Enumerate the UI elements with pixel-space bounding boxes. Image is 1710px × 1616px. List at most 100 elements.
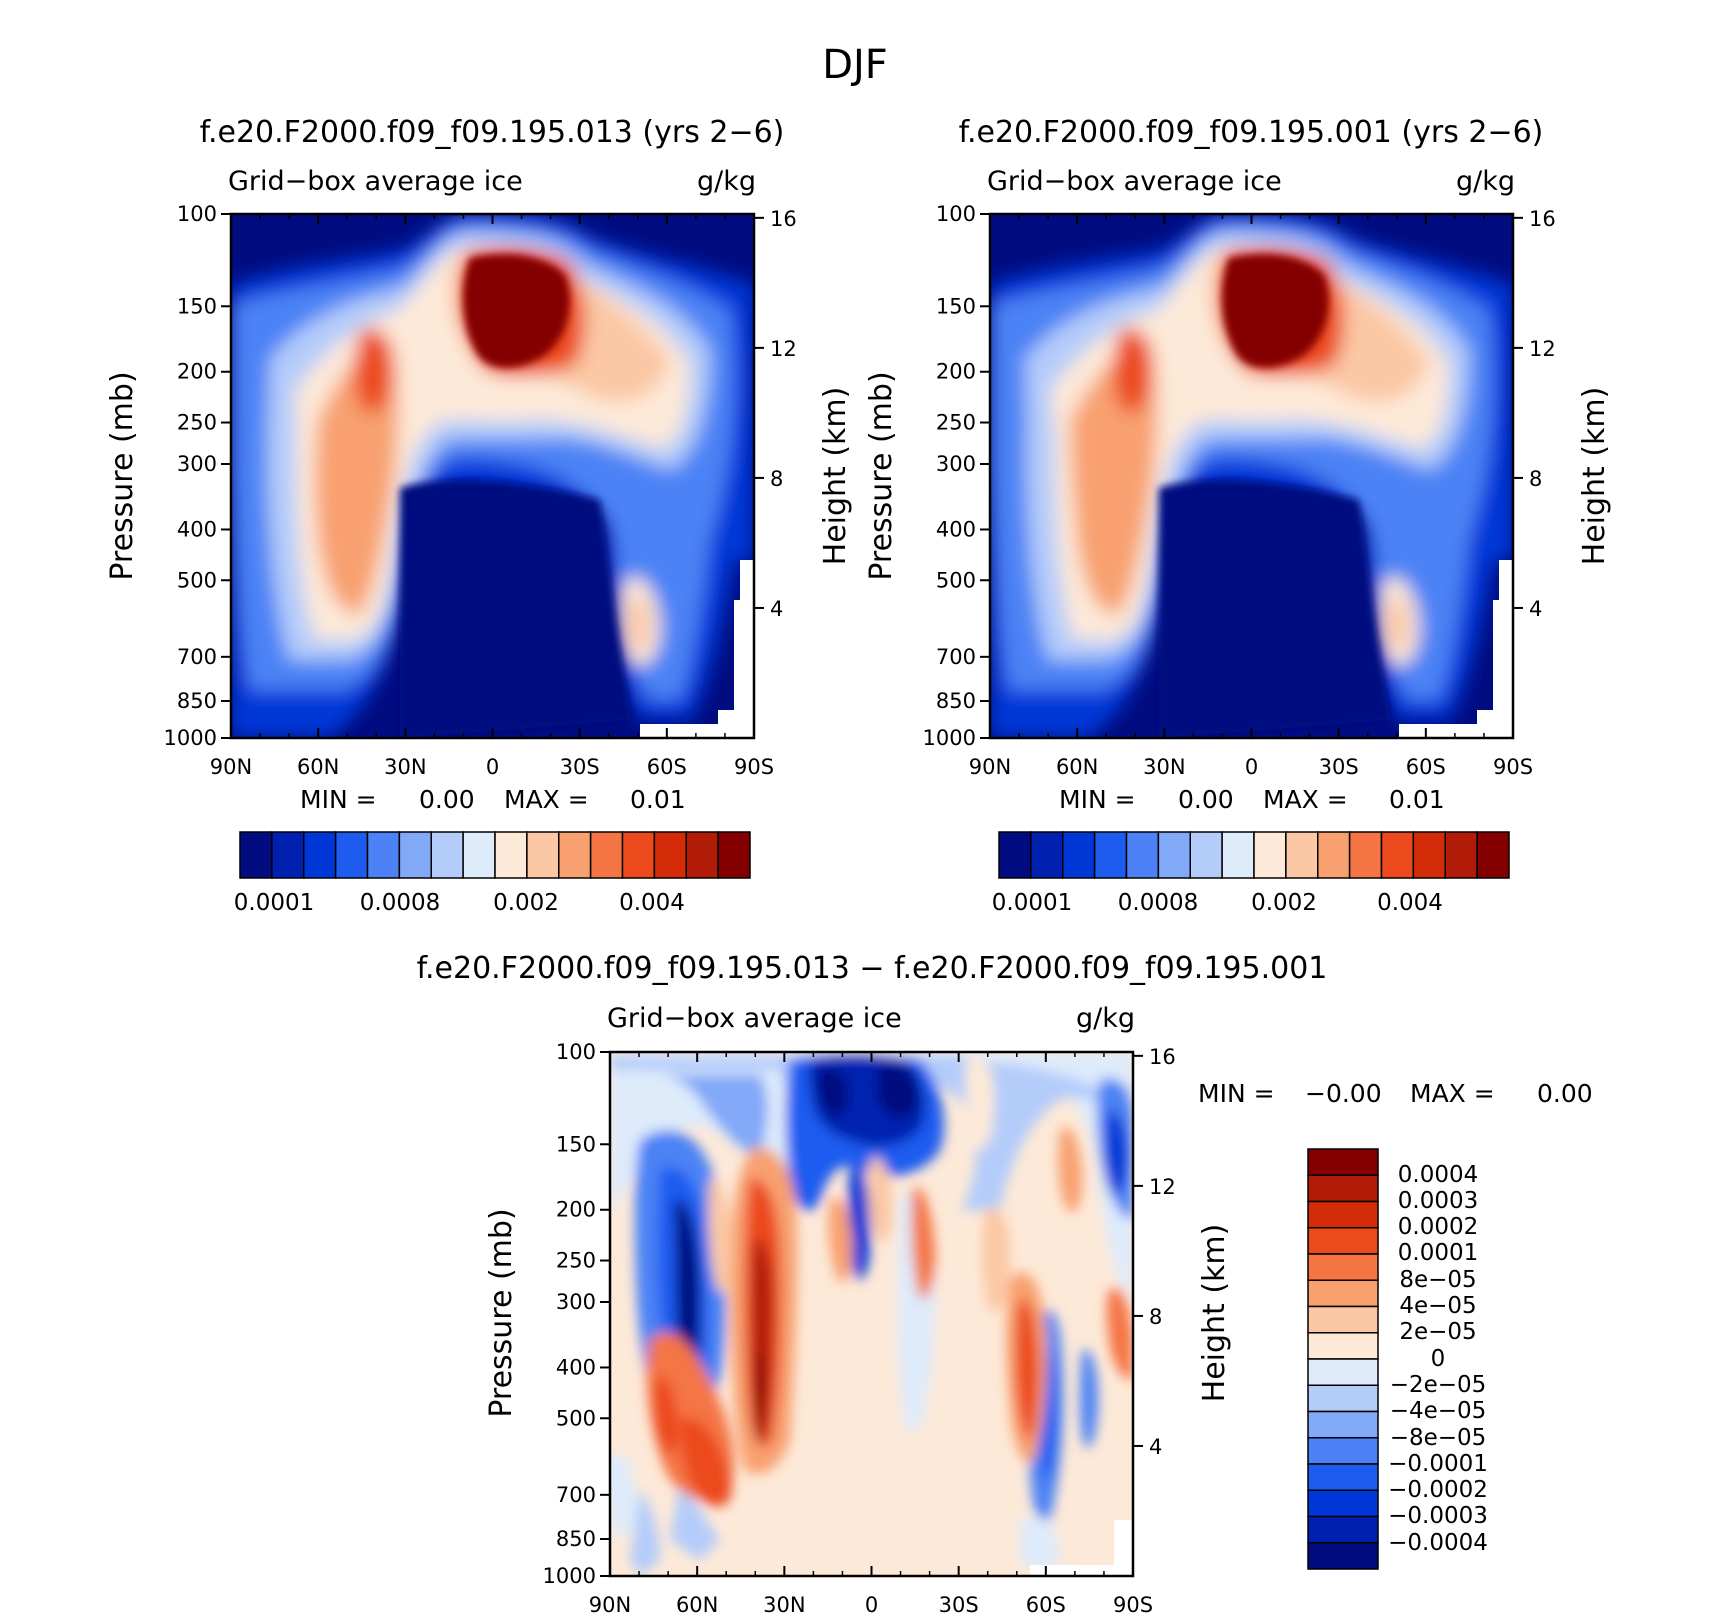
colorbar-tick-label: 0.0001 <box>992 890 1072 916</box>
colorbar-tick-label: 0.004 <box>619 890 685 916</box>
colorbar-tick-label: 0.004 <box>1377 890 1443 916</box>
y-tick-label: 700 <box>556 1483 596 1507</box>
colorbar-box <box>1380 831 1415 879</box>
colorbar-tick-label: 0.002 <box>1251 890 1317 916</box>
y-tick-label: 100 <box>556 1040 596 1064</box>
min-label: MIN = <box>300 785 377 814</box>
max-value: 0.01 <box>630 785 686 814</box>
x-tick-label: 60S <box>1406 755 1446 779</box>
colorbar-box <box>621 831 656 879</box>
colorbar-box <box>430 831 464 879</box>
colorbar <box>239 831 751 879</box>
y2-tick-label: 12 <box>1149 1175 1176 1199</box>
colorbar-box <box>303 831 337 879</box>
y-tick-label: 200 <box>936 360 976 384</box>
min-value: 0.00 <box>1178 785 1234 814</box>
colorbar-box <box>462 831 496 879</box>
panel-title: f.e20.F2000.f09_f09.195.001 (yrs 2−6) <box>959 115 1544 150</box>
max-label: MAX = <box>1410 1079 1495 1108</box>
y-axis-label: Pressure (mb) <box>105 371 140 580</box>
y2-tick-label: 8 <box>1149 1305 1162 1329</box>
colorbar-tick-label: 0.0004 <box>1398 1162 1478 1188</box>
x-tick-label: 0 <box>865 1593 878 1616</box>
colorbar-tick-label: −0.0002 <box>1388 1477 1488 1503</box>
colorbar-box <box>1125 831 1160 879</box>
x-tick-label: 90N <box>589 1593 631 1616</box>
y2-tick-label: 12 <box>770 337 797 361</box>
y-tick-label: 700 <box>177 645 217 669</box>
x-tick-label: 60N <box>676 1593 718 1616</box>
minmax-readout: MIN = 0.00 MAX = 0.01 <box>1059 785 1445 814</box>
axes: 90N 60N 30N 0 30S 60S 90S 100 150 200 250 300 400 500… <box>923 202 1556 779</box>
colorbar-labels: 0.0001 0.0008 0.002 0.004 <box>992 890 1443 916</box>
colorbar-box <box>271 831 305 879</box>
colorbar-labels: 0.0001 0.0008 0.002 0.004 <box>234 890 685 916</box>
colorbar-box <box>494 831 528 879</box>
colorbar-box <box>239 831 273 879</box>
colorbar-tick-label: −0.0001 <box>1388 1451 1488 1477</box>
x-tick-label: 90S <box>734 755 774 779</box>
y-tick-label: 250 <box>556 1249 596 1273</box>
colorbar-box <box>998 831 1032 879</box>
figure-title: DJF <box>822 42 888 88</box>
min-value: −0.00 <box>1305 1079 1382 1108</box>
y-axis-label: Pressure (mb) <box>864 371 899 580</box>
x-tick-label: 90N <box>210 755 252 779</box>
x-tick-label: 90N <box>969 755 1011 779</box>
x-tick-label: 30S <box>939 1593 979 1616</box>
colorbar-box <box>685 831 719 879</box>
colorbar-tick-label: −0.0003 <box>1388 1503 1488 1529</box>
y2-tick-label: 16 <box>1529 207 1556 231</box>
panel-title: f.e20.F2000.f09_f09.195.013 − f.e20.F200… <box>417 951 1328 986</box>
colorbar-tick-label: 0.0008 <box>1118 890 1198 916</box>
y-tick-label: 150 <box>556 1132 596 1156</box>
colorbar-box <box>1412 831 1446 879</box>
colorbar-tick-label: −4e−05 <box>1390 1398 1487 1424</box>
y-tick-label: 200 <box>177 360 217 384</box>
colorbar-tick-label: 0 <box>1431 1346 1446 1372</box>
contour-field <box>610 1052 1133 1576</box>
colorbar-box <box>1307 1463 1379 1491</box>
colorbar-box <box>1307 1437 1379 1465</box>
minmax-readout: MIN = 0.00 MAX = 0.01 <box>300 785 686 814</box>
colorbar-box <box>334 831 369 879</box>
colorbar-box <box>1348 831 1383 879</box>
panel-001: f.e20.F2000.f09_f09.195.001 (yrs 2−6) Gr… <box>864 115 1612 916</box>
y-tick-label: 1000 <box>923 726 976 750</box>
y-tick-label: 400 <box>556 1355 596 1379</box>
minmax-readout: MIN = −0.00 MAX = 0.00 <box>1198 1079 1593 1108</box>
colorbar-box <box>1307 1174 1379 1203</box>
y2-tick-label: 8 <box>770 467 783 491</box>
x-tick-label: 60S <box>647 755 687 779</box>
x-tick-label: 30S <box>560 755 600 779</box>
y2-axis-label: Height (km) <box>1577 387 1612 566</box>
colorbar-tick-label: −8e−05 <box>1390 1425 1487 1451</box>
colorbar-box <box>1307 1305 1379 1334</box>
colorbar-box <box>1307 1384 1379 1413</box>
colorbar-box <box>398 831 432 879</box>
y2-tick-label: 8 <box>1529 467 1542 491</box>
y-axis-label: Pressure (mb) <box>484 1208 519 1417</box>
x-tick-label: 0 <box>486 755 499 779</box>
colorbar-box <box>1307 1227 1379 1255</box>
colorbar-box <box>1093 831 1128 879</box>
y2-axis-label: Height (km) <box>818 387 853 566</box>
panel-left-label: Grid−box average ice <box>607 1003 902 1034</box>
colorbar-box <box>1444 831 1478 879</box>
colorbar-box <box>1307 1542 1379 1570</box>
y-tick-label: 300 <box>936 452 976 476</box>
colorbar-box <box>1307 1279 1379 1308</box>
panel-diff: f.e20.F2000.f09_f09.195.013 − f.e20.F200… <box>417 951 1593 1616</box>
y2-axis-label: Height (km) <box>1197 1224 1232 1403</box>
y-tick-label: 200 <box>556 1198 596 1222</box>
x-tick-label: 30N <box>763 1593 805 1616</box>
y-tick-label: 850 <box>556 1527 596 1551</box>
colorbar-tick-label: 2e−05 <box>1399 1319 1476 1345</box>
colorbar-box <box>558 831 592 879</box>
colorbar-box <box>1307 1332 1379 1360</box>
y-tick-label: 850 <box>177 689 217 713</box>
x-tick-label: 60N <box>1056 755 1098 779</box>
colorbar-box <box>717 831 751 879</box>
colorbar-box <box>1307 1358 1379 1386</box>
